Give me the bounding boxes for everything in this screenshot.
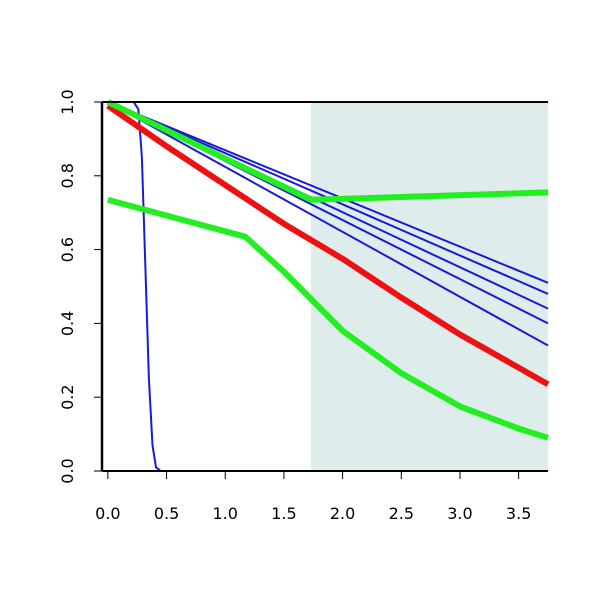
y-axis-ticks: 0.0 0.2 0.4 0.6 0.8 1.0 xyxy=(58,89,102,484)
series-line-6 xyxy=(107,101,549,347)
x-axis-ticks: 0.0 0.5 1.0 1.5 2.0 2.5 3.0 3.5 xyxy=(95,471,531,523)
series-line-2 xyxy=(107,101,549,284)
x-tick-label: 3.5 xyxy=(506,504,531,523)
x-tick-label: 0.0 xyxy=(95,504,120,523)
axes xyxy=(100,101,548,472)
y-tick-label: 0.6 xyxy=(58,237,77,262)
x-tick-label: 1.0 xyxy=(213,504,238,523)
x-tick-label: 3.0 xyxy=(447,504,472,523)
y-tick-label: 0.8 xyxy=(58,163,77,188)
series-line-9 xyxy=(107,196,549,441)
x-tick-label: 2.0 xyxy=(330,504,355,523)
x-tick-label: 1.5 xyxy=(271,504,296,523)
y-tick-label: 0.4 xyxy=(58,311,77,336)
y-tick-label: 1.0 xyxy=(58,89,77,114)
x-tick-label: 0.5 xyxy=(154,504,179,523)
series-layer xyxy=(106,99,550,472)
series-line-7 xyxy=(106,103,550,387)
y-tick-label: 0.0 xyxy=(58,458,77,483)
x-tick-label: 2.5 xyxy=(389,504,414,523)
series-line-8 xyxy=(106,99,549,203)
shaded-region xyxy=(310,102,548,471)
y-tick-label: 0.2 xyxy=(58,384,77,409)
series-line-1 xyxy=(107,101,548,472)
